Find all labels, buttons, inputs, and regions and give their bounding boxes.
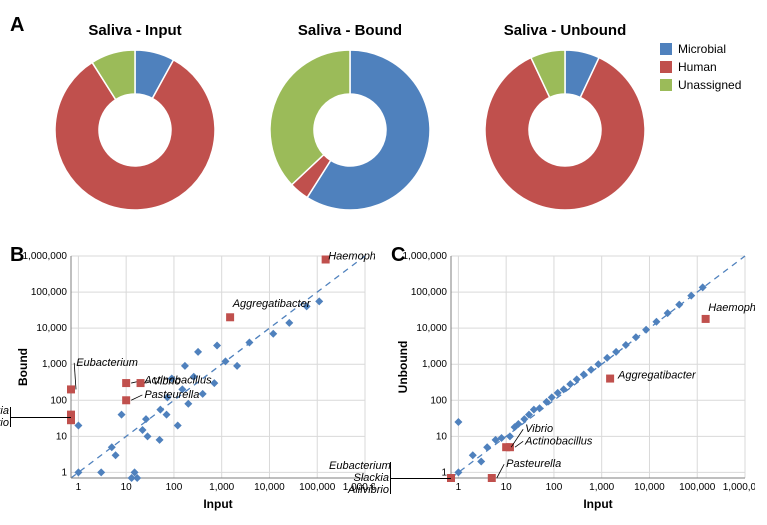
svg-text:1,000: 1,000 [42, 359, 67, 370]
svg-text:Eubacterium: Eubacterium [76, 357, 138, 369]
svg-text:Pasteurella: Pasteurella [506, 458, 561, 470]
legend-swatch-human [660, 61, 672, 73]
svg-text:10: 10 [121, 482, 133, 493]
svg-text:Actinobacillus: Actinobacillus [524, 435, 593, 447]
donut-input [55, 50, 215, 210]
svg-text:Pasteurella: Pasteurella [144, 389, 199, 401]
donut-title-bound: Saliva - Bound [270, 22, 430, 39]
svg-text:100: 100 [430, 395, 447, 406]
svg-text:1,000: 1,000 [209, 482, 234, 493]
svg-text:1: 1 [61, 467, 67, 478]
figure-root: A Saliva - Input Saliva - Bound Saliva -… [0, 0, 767, 525]
svg-text:100: 100 [50, 395, 67, 406]
legend-item-human: Human [660, 60, 741, 74]
svg-text:Vibrio: Vibrio [153, 376, 181, 388]
svg-text:1,000: 1,000 [422, 359, 447, 370]
svg-text:10: 10 [436, 431, 448, 442]
legend-label-microbial: Microbial [678, 42, 726, 56]
legend-label-unassigned: Unassigned [678, 78, 741, 92]
external-genus-label: Aliivibrio [0, 417, 9, 430]
svg-text:Aggregatibacter: Aggregatibacter [232, 298, 312, 310]
legend-swatch-unassigned [660, 79, 672, 91]
external-genus-label: Slackia [0, 405, 9, 418]
svg-text:1,000,000: 1,000,000 [403, 251, 448, 262]
external-genus-label: Eubacterium [329, 460, 389, 473]
svg-text:1,000: 1,000 [589, 482, 614, 493]
svg-text:Haemophilus: Haemophilus [328, 250, 375, 262]
svg-text:100,000: 100,000 [411, 287, 448, 298]
svg-text:Unbound: Unbound [396, 341, 410, 394]
svg-text:10,000: 10,000 [36, 323, 67, 334]
donut-bound [270, 50, 430, 210]
svg-text:Vibrio: Vibrio [525, 423, 553, 435]
svg-text:10,000: 10,000 [634, 482, 665, 493]
svg-text:100: 100 [166, 482, 183, 493]
svg-text:100,000: 100,000 [679, 482, 716, 493]
donut-title-input: Saliva - Input [55, 22, 215, 39]
svg-text:10: 10 [501, 482, 513, 493]
legend-item-unassigned: Unassigned [660, 78, 741, 92]
svg-text:10,000: 10,000 [416, 323, 447, 334]
donut-unbound [485, 50, 645, 210]
svg-text:1,000,000: 1,000,000 [23, 251, 68, 262]
svg-text:1: 1 [76, 482, 82, 493]
scatter-bound-vs-input: 11 10 10 100 100 1,000 1,000 10,000 10,000 100,00… [15, 248, 375, 520]
svg-text:10: 10 [56, 431, 68, 442]
svg-text:10,000: 10,000 [254, 482, 285, 493]
external-genus-label: Slackia [329, 472, 389, 485]
legend-label-human: Human [678, 60, 717, 74]
svg-text:100,000: 100,000 [31, 287, 68, 298]
svg-text:100: 100 [546, 482, 563, 493]
svg-text:Haemophilus: Haemophilus [708, 302, 755, 314]
svg-text:Input: Input [203, 497, 232, 511]
legend-item-microbial: Microbial [660, 42, 741, 56]
svg-text:Aggregatibacter: Aggregatibacter [617, 370, 697, 382]
panel-a-label: A [10, 14, 24, 37]
svg-text:1,000,000: 1,000,000 [723, 482, 755, 493]
svg-text:1: 1 [456, 482, 462, 493]
svg-text:1: 1 [441, 467, 447, 478]
legend: Microbial Human Unassigned [660, 42, 741, 96]
donut-title-unbound: Saliva - Unbound [485, 22, 645, 39]
legend-swatch-microbial [660, 43, 672, 55]
svg-text:Bound: Bound [16, 348, 30, 386]
svg-text:Input: Input [583, 497, 612, 511]
external-genus-label: Aliivibrio [329, 484, 389, 497]
